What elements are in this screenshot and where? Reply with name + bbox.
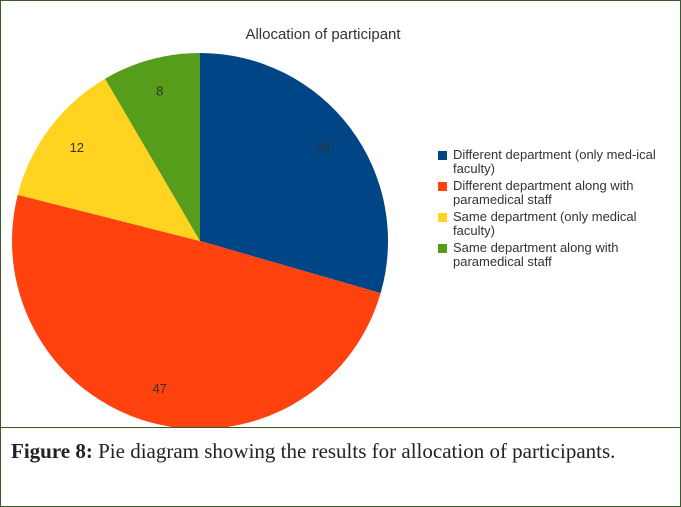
- caption-text: Pie diagram showing the results for allo…: [98, 439, 616, 463]
- legend-item: Different department (only med-ical facu…: [438, 148, 668, 176]
- legend-swatch: [438, 182, 447, 191]
- legend-label: Same department (only medical faculty): [453, 209, 637, 238]
- pie-slice: [105, 53, 200, 241]
- legend-swatch: [438, 213, 447, 222]
- caption-label: Figure 8:: [11, 439, 93, 463]
- divider: [1, 427, 680, 428]
- pie-slice: [17, 78, 201, 241]
- legend-label: Different department along with paramedi…: [453, 178, 634, 207]
- legend-label: Different department (only med-ical facu…: [453, 147, 656, 176]
- legend: Different department (only med-ical facu…: [438, 148, 668, 272]
- chart-title: Allocation of participant: [245, 26, 401, 43]
- value-label: 47: [152, 381, 166, 396]
- pie-slice: [12, 194, 381, 427]
- value-label: 8: [156, 84, 163, 99]
- legend-swatch: [438, 151, 447, 160]
- legend-swatch: [438, 244, 447, 253]
- value-label: 28: [316, 140, 330, 155]
- legend-item: Different department along with paramedi…: [438, 179, 668, 207]
- legend-label: Same department along with paramedical s…: [453, 240, 619, 269]
- legend-item: Same department (only medical faculty): [438, 210, 668, 238]
- legend-item: Same department along with paramedical s…: [438, 241, 668, 269]
- caption: Figure 8: Pie diagram showing the result…: [11, 437, 671, 466]
- chart: Allocation of participant 28 47 12 8: [12, 26, 401, 427]
- value-label: 12: [70, 140, 84, 155]
- pie-slice: [200, 53, 388, 294]
